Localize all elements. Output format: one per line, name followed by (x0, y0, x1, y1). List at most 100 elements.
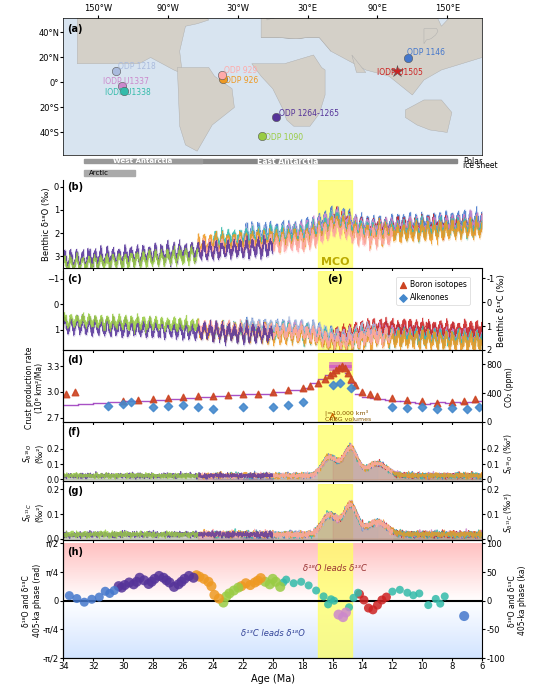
Text: IODP U1338: IODP U1338 (105, 88, 151, 97)
Point (415, 588, 424, 599)
Polygon shape (424, 29, 438, 43)
Point (418, 395, 426, 407)
Point (350, 379, 359, 391)
Point (297, 576, 306, 587)
Bar (84, 160, 202, 163)
Point (349, 592, 358, 603)
Point (382, 592, 391, 603)
Point (208, 391, 217, 402)
Polygon shape (352, 55, 366, 73)
Point (331, 365, 340, 376)
Point (144, 578, 153, 589)
Point (179, 399, 187, 410)
Point (129, 579, 138, 590)
Point (256, 573, 265, 584)
Point (448, 397, 457, 408)
Point (170, 581, 179, 592)
Point (282, 574, 290, 585)
Point (237, 580, 246, 592)
Y-axis label: δ¹⁸O and δ¹³C
405-ka phase (ka): δ¹⁸O and δ¹³C 405-ka phase (ka) (508, 566, 527, 636)
Text: ODP 1218: ODP 1218 (118, 62, 156, 71)
Text: (g): (g) (68, 486, 84, 496)
Point (132, 576, 141, 587)
Bar (317, 180, 352, 268)
Point (328, 368, 337, 379)
Point (337, 360, 346, 372)
Point (165, 577, 174, 588)
Point (261, 576, 269, 587)
Point (325, 369, 334, 380)
Point (279, 577, 288, 588)
Polygon shape (261, 0, 482, 95)
Bar (317, 272, 352, 350)
Point (403, 402, 412, 414)
Text: δ¹⁸O leads δ¹³C: δ¹⁸O leads δ¹³C (303, 564, 367, 573)
Y-axis label: Benthic δ¹³C (‰): Benthic δ¹³C (‰) (498, 274, 506, 347)
Point (241, 578, 250, 589)
Point (119, 398, 128, 409)
Point (346, 373, 355, 384)
X-axis label: Age (Ma): Age (Ma) (251, 674, 295, 684)
Point (101, 586, 110, 597)
Point (360, 594, 369, 606)
Bar (84, 170, 134, 176)
Point (199, 573, 208, 584)
Text: West Antarctia: West Antarctia (114, 158, 172, 164)
Point (373, 391, 382, 402)
Text: Polar: Polar (463, 157, 483, 166)
Point (250, 577, 259, 588)
Point (159, 572, 168, 583)
Point (460, 395, 468, 406)
Point (110, 585, 118, 596)
Point (207, 580, 216, 592)
Point (373, 599, 382, 610)
Point (403, 394, 412, 405)
Point (268, 573, 277, 584)
Text: (e): (e) (327, 274, 343, 284)
Point (355, 589, 364, 600)
Point (377, 594, 386, 606)
Point (339, 612, 348, 623)
Polygon shape (209, 0, 252, 4)
Point (334, 363, 343, 374)
Point (150, 573, 159, 584)
Point (174, 579, 183, 590)
Point (470, 393, 479, 405)
Point (253, 575, 262, 587)
Point (266, 579, 274, 590)
Text: (a): (a) (68, 25, 83, 34)
Point (268, 401, 277, 412)
Text: IODP U1505: IODP U1505 (377, 68, 423, 77)
Point (329, 595, 338, 606)
Point (388, 401, 397, 412)
Text: ODP 929: ODP 929 (224, 66, 257, 75)
Point (340, 363, 349, 374)
Text: (b): (b) (68, 182, 84, 192)
Y-axis label: Benthic δ¹⁸O (‰): Benthic δ¹⁸O (‰) (42, 187, 51, 260)
Point (239, 389, 247, 400)
Point (180, 573, 189, 584)
Polygon shape (77, 0, 209, 73)
Point (208, 403, 217, 414)
Point (71, 386, 80, 398)
Point (192, 570, 201, 581)
Y-axis label: $S_{δ^{13}C}$
(‰²): $S_{δ^{13}C}$ (‰²) (22, 503, 45, 522)
Point (365, 389, 374, 400)
Point (140, 575, 149, 586)
Point (304, 580, 313, 591)
Point (105, 588, 114, 599)
Point (268, 386, 277, 398)
Point (321, 373, 329, 384)
Y-axis label: Crust production rate
(10⁶ km²/Ma): Crust production rate (10⁶ km²/Ma) (25, 346, 45, 429)
Point (204, 576, 213, 587)
Point (298, 397, 307, 408)
Point (289, 578, 298, 589)
Point (344, 602, 353, 613)
Point (214, 593, 223, 604)
Polygon shape (261, 35, 331, 51)
Point (327, 594, 336, 605)
Y-axis label: $S_{δ^{18}O}$ (‰²): $S_{δ^{18}O}$ (‰²) (502, 433, 515, 474)
Point (448, 402, 457, 414)
Text: (c): (c) (68, 274, 82, 284)
Text: East Antarctia: East Antarctia (257, 157, 318, 166)
